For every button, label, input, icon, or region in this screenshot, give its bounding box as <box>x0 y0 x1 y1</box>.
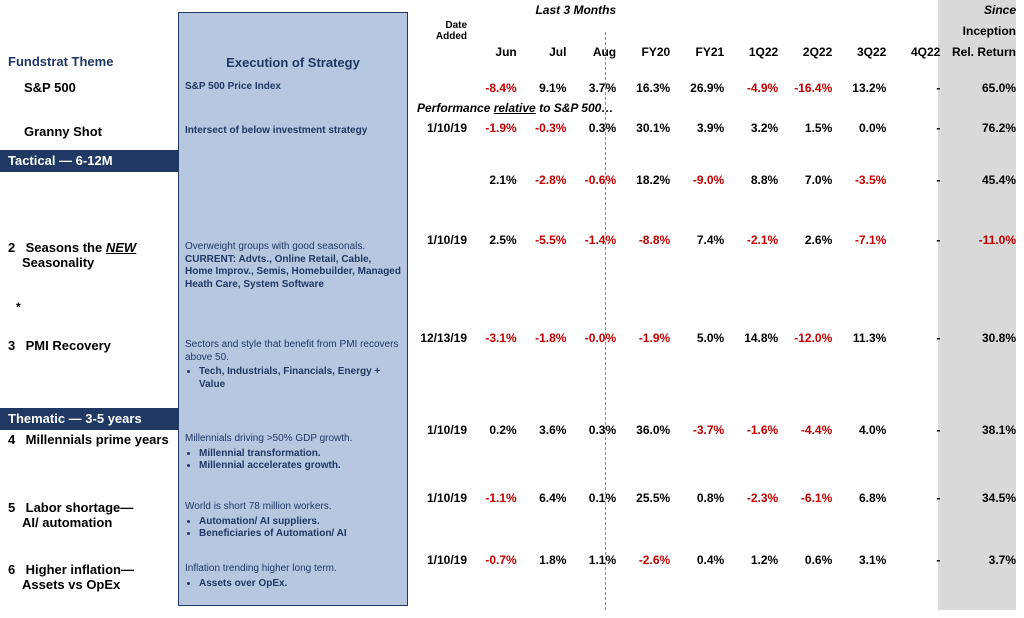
pmi-label: PMI Recovery <box>26 338 111 353</box>
labor-label-l2: AI/ automation <box>8 515 112 530</box>
row-millennials: 1/10/19 0.2%3.6%0.3% 36.0%-3.7%-1.6%-4.4… <box>413 420 1016 440</box>
spacer <box>413 62 1016 78</box>
perfnote-u: relative <box>494 101 536 115</box>
exec-millennials: Millennials driving >50% GDP growth. Mil… <box>185 433 401 473</box>
theme-num: 3 <box>8 338 22 353</box>
exec-labor: World is short 78 million workers. Autom… <box>185 501 401 541</box>
seasons-label-em: NEW <box>106 240 136 255</box>
theme-pmi: 3 PMI Recovery <box>8 338 172 353</box>
theme-column: Fundstrat Theme <box>8 48 173 69</box>
exec-inflation: Inflation trending higher long term. Ass… <box>185 563 401 590</box>
hdr-jul: Jul <box>517 42 567 62</box>
row-tactical-summary: 2.1%-2.8%-0.6% 18.2%-9.0%8.8%7.0%-3.5%- … <box>413 170 1016 190</box>
exec-millen-l1: Millennials driving >50% GDP growth. <box>185 433 352 444</box>
row-labor: 1/10/19 -1.1%6.4%0.1% 25.5%0.8%-2.3%-6.1… <box>413 488 1016 508</box>
table-header-labels-2: Jun Jul Aug FY20 FY21 1Q22 2Q22 3Q22 4Q2… <box>413 42 1016 62</box>
exec-seasons-l2: CURRENT: Advts., Online Retail, Cable, H… <box>185 254 401 290</box>
row-seasons: 1/10/19 2.5%-5.5%-1.4% -8.8%7.4%-2.1%2.6… <box>413 230 1016 250</box>
hdr-inception-2: Inception <box>940 20 1016 42</box>
exec-millen-b1: Millennial transformation. <box>199 448 401 461</box>
theme-labor: 5 Labor shortage— AI/ automation <box>8 500 172 530</box>
table-header-labels-1: Date Added Inception <box>413 20 1016 42</box>
table-header-top: Last 3 Months Since <box>413 0 1016 20</box>
exec-labor-l1: World is short 78 million workers. <box>185 501 332 512</box>
row-inflation: 1/10/19 -0.7%1.8%1.1% -2.6%0.4%1.2%0.6%3… <box>413 550 1016 570</box>
seasons-label-line2: Seasonality <box>8 255 94 270</box>
theme-num: 4 <box>8 432 22 447</box>
hdr-fy21: FY21 <box>670 42 724 62</box>
theme-sp500: S&P 500 <box>24 80 188 95</box>
performance-table: Last 3 Months Since Date Added Inception… <box>413 0 1016 570</box>
row-pmi: 12/13/19 -3.1%-1.8%-0.0% -1.9%5.0%14.8%-… <box>413 328 1016 348</box>
hdr-jun: Jun <box>467 42 517 62</box>
data-column: Last 3 Months Since Date Added Inception… <box>413 0 1016 570</box>
hdr-last3months: Last 3 Months <box>467 0 616 20</box>
exec-granny: Intersect of below investment strategy <box>185 125 401 138</box>
inflation-label-l1: Higher inflation— <box>26 562 134 577</box>
theme-millennials: 4 Millennials prime years <box>8 432 172 447</box>
row-perf-note: Performance relative to S&P 500… <box>413 98 1016 118</box>
exec-labor-b2: Beneficiaries of Automation/ AI <box>199 528 401 541</box>
seasons-star: * <box>16 300 21 314</box>
hdr-fy20: FY20 <box>616 42 670 62</box>
exec-labor-b1: Automation/ AI suppliers. <box>199 516 401 529</box>
theme-granny: Granny Shot <box>24 124 188 139</box>
theme-header: Fundstrat Theme <box>8 48 173 69</box>
hdr-3q22: 3Q22 <box>832 42 886 62</box>
row-granny: 1/10/19 -1.9%-0.3%0.3% 30.1%3.9%3.2%1.5%… <box>413 118 1016 138</box>
exec-infl-l1: Inflation trending higher long term. <box>185 563 337 574</box>
theme-num: 6 <box>8 562 22 577</box>
theme-num: 5 <box>8 500 22 515</box>
execution-column: Execution of Strategy S&P 500 Price Inde… <box>178 12 408 606</box>
millennials-label: Millennials prime years <box>26 432 169 447</box>
exec-sp500: S&P 500 Price Index <box>185 81 401 94</box>
theme-seasons: 2 Seasons the NEW Seasonality <box>8 240 172 270</box>
exec-infl-b1: Assets over OpEx. <box>199 578 401 591</box>
inflation-label-l2: Assets vs OpEx <box>8 577 120 592</box>
perfnote-post: to S&P 500… <box>536 101 614 115</box>
perfnote-pre: Performance <box>417 101 494 115</box>
theme-num: 2 <box>8 240 22 255</box>
row-sp500: -8.4%9.1%3.7% 16.3%26.9%-4.9%-16.4%13.2%… <box>413 78 1016 98</box>
exec-pmi-l1: Sectors and style that benefit from PMI … <box>185 339 398 363</box>
theme-inflation: 6 Higher inflation— Assets vs OpEx <box>8 562 172 592</box>
hdr-4q22: 4Q22 <box>886 42 940 62</box>
seasons-label-pre: Seasons the <box>26 240 106 255</box>
section-tactical: Tactical — 6-12M <box>0 150 196 172</box>
exec-pmi: Sectors and style that benefit from PMI … <box>185 339 401 391</box>
execution-header: Execution of Strategy <box>179 13 407 70</box>
exec-millen-b2: Millennial accelerates growth. <box>199 460 401 473</box>
labor-label-l1: Labor shortage— <box>26 500 134 515</box>
hdr-inception-1: Since <box>940 0 1016 20</box>
hdr-date-added-1: Date Added <box>413 20 467 42</box>
hdr-1q22: 1Q22 <box>724 42 778 62</box>
hdr-inception-3: Rel. Return <box>940 42 1016 62</box>
section-thematic: Thematic — 3-5 years <box>0 408 196 430</box>
hdr-aug: Aug <box>566 42 616 62</box>
hdr-2q22: 2Q22 <box>778 42 832 62</box>
exec-seasons-l1: Overweight groups with good seasonals. <box>185 241 365 252</box>
exec-pmi-b1: Tech, Industrials, Financials, Energy + … <box>199 366 401 391</box>
exec-seasons: Overweight groups with good seasonals. C… <box>185 241 401 291</box>
